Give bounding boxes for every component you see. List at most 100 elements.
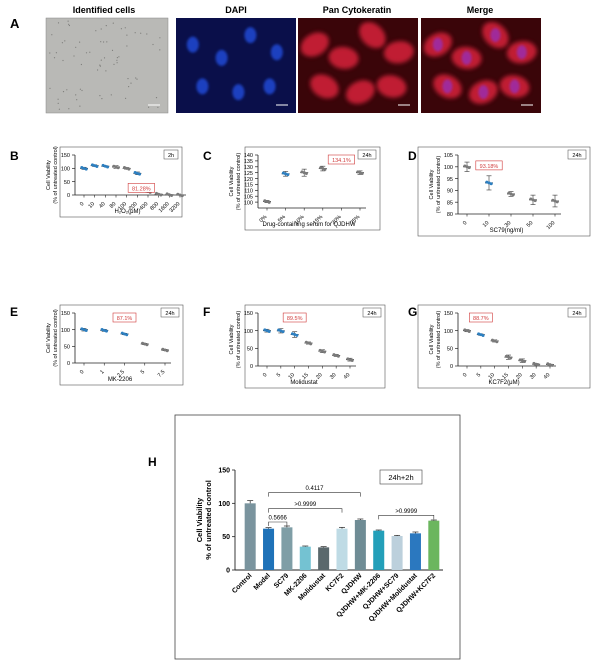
y-tick-label: 150: [218, 468, 230, 475]
y-axis-label: Cell Viability(% of untreated control): [429, 311, 442, 369]
data-point: [286, 173, 290, 177]
cell-speck: [57, 22, 60, 24]
data-point: [281, 330, 285, 334]
y-tick-label: 0: [67, 361, 70, 367]
cell-speck: [81, 89, 83, 92]
p-value-label: >0.9999: [395, 509, 418, 515]
panel-frame: [417, 304, 591, 389]
cell-speck: [120, 28, 122, 30]
x-tick-label: 10: [488, 372, 497, 381]
cell-speck: [99, 65, 101, 67]
data-point: [323, 350, 327, 354]
y-tick-label: 100: [244, 200, 253, 206]
x-tick-label: 0: [462, 220, 468, 226]
time-badge-text: 24h: [572, 311, 581, 317]
data-point: [489, 182, 493, 186]
bar: [354, 520, 366, 570]
data-point: [495, 340, 499, 344]
cell-speck: [79, 88, 81, 90]
data-point: [125, 333, 129, 337]
data-point: [336, 354, 340, 358]
y-tick-label: 140: [244, 153, 253, 159]
cell-speck: [49, 52, 51, 54]
data-point: [511, 193, 515, 197]
cell-speck: [75, 94, 77, 96]
x-tick-label: 0: [462, 372, 468, 378]
y-axis-label: Cell Viability(% of untreated control): [429, 156, 442, 214]
y-tick-label: 105: [244, 194, 253, 200]
y-tick-label: 130: [244, 165, 253, 171]
data-point: [467, 329, 471, 333]
y-axis-label: Cell Viability(% of untreated control): [46, 146, 59, 204]
panel-frame: [244, 146, 381, 231]
x-tick-label: 40: [98, 201, 107, 210]
significance-bracket: [378, 515, 435, 520]
p-value-label: 0.4117: [306, 486, 325, 492]
cell-speck: [66, 89, 68, 91]
panel-letter: D: [408, 149, 417, 163]
nucleus: [232, 84, 245, 101]
y-tick-label: 125: [244, 171, 253, 177]
brightfield-background: [45, 17, 169, 114]
data-point: [106, 165, 110, 169]
y-tick-label: 95: [447, 177, 453, 183]
data-point: [159, 193, 163, 197]
panel-letter: C: [203, 149, 212, 163]
cell-speck: [130, 82, 132, 84]
cell-body: [346, 80, 375, 104]
y-tick-label: 0: [450, 364, 453, 370]
merged-nucleus: [432, 37, 443, 52]
y-tick-label: 110: [244, 189, 253, 195]
x-tick-label: 1600: [158, 201, 171, 214]
nucleus: [186, 36, 199, 53]
cell-speck: [68, 24, 70, 27]
bar: [299, 546, 311, 570]
x-tick-label: 7.5: [157, 369, 167, 379]
y-tick-label: 150: [61, 153, 70, 159]
brightfield-image: [45, 17, 169, 114]
time-badge-text: 24h+2h: [388, 473, 413, 482]
panel-frame: [244, 304, 386, 389]
y-tick-label: 100: [444, 329, 453, 335]
cell-speck: [105, 70, 107, 72]
significance-bracket: [268, 508, 343, 513]
cell-body: [310, 74, 339, 99]
x-tick-label: 40: [543, 372, 552, 381]
y-axis-label-line1: Cell Viability: [46, 160, 52, 190]
y-axis-label-line1: Cell Viability: [429, 324, 435, 354]
time-badge-text: 24h: [165, 311, 174, 317]
annotation-text: 93.18%: [480, 164, 499, 170]
data-point: [116, 166, 120, 170]
cell-body: [328, 46, 359, 69]
cell-speck: [99, 64, 101, 66]
cell-speck: [100, 28, 102, 30]
nucleus: [244, 27, 257, 44]
cell-speck: [57, 102, 59, 104]
annotation-text: 87.1%: [117, 316, 133, 322]
cell-speck: [113, 63, 115, 65]
bar: [318, 547, 330, 570]
cell-speck: [73, 55, 75, 57]
y-axis-label: Cell Viability(% of untreated control): [46, 309, 59, 367]
y-axis-label-line1: Cell Viability: [429, 169, 435, 199]
x-tick-label: 2.5: [116, 369, 126, 379]
annotation-box: [475, 160, 503, 171]
x-tick-label: 0: [262, 372, 268, 378]
y-tick-label: 100: [61, 167, 70, 173]
cell-speck: [49, 87, 51, 89]
panel-letter: E: [10, 305, 18, 319]
cell-speck: [68, 108, 70, 110]
cell-speck: [85, 52, 88, 54]
title-identified-cells: Identified cells: [73, 5, 136, 15]
y-tick-label: 80: [447, 212, 453, 218]
y-axis-label: Cell Viability(% of untreated control): [229, 311, 242, 369]
y-axis-label-line2: (% of untreated control): [53, 309, 59, 367]
data-point: [267, 200, 271, 204]
data-point: [509, 356, 513, 360]
cell-speck: [134, 32, 136, 34]
merged-nucleus: [516, 45, 527, 60]
cell-speck: [76, 99, 78, 101]
